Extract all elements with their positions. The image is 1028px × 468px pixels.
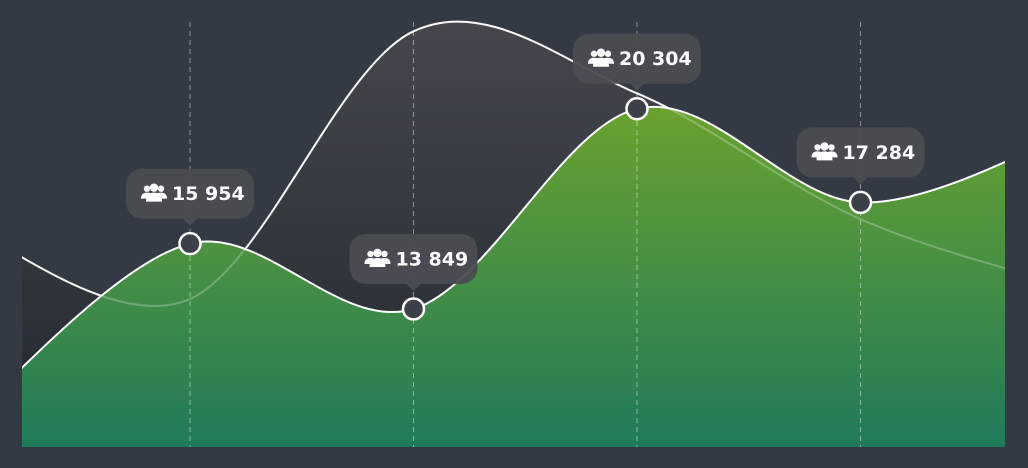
users-icon [588, 48, 614, 67]
area-fill [22, 106, 1005, 447]
icon-head [828, 144, 835, 151]
tooltip: 13 849 [349, 233, 478, 291]
icon-head [604, 50, 612, 57]
tooltip-pointer [630, 83, 644, 91]
icon-body [369, 257, 386, 267]
icon-body [816, 151, 833, 161]
icon-head [820, 142, 829, 151]
icon-head [590, 50, 598, 57]
icon-head [367, 250, 374, 258]
data-point [401, 297, 426, 321]
series-line-faded [22, 20, 1005, 307]
tooltip: 17 284 [796, 127, 925, 185]
icon-head [157, 185, 165, 192]
overlay: 15 954 13 849 20 304 17 284 [126, 33, 925, 321]
icon-head [143, 185, 151, 192]
value-label: 17 284 [843, 142, 916, 164]
tooltip-pointer [406, 283, 421, 291]
tooltip-box [349, 233, 478, 284]
tooltip-pointer [853, 177, 868, 185]
plot-area [22, 20, 1005, 447]
value-label: 13 849 [396, 248, 469, 270]
icon-head [373, 248, 382, 258]
series-line [22, 105, 1005, 370]
tooltip: 15 954 [126, 168, 254, 226]
tooltip-box [796, 127, 925, 178]
tooltip-pointer [183, 218, 197, 226]
value-label: 20 304 [619, 48, 692, 70]
value-label: 15 954 [172, 183, 245, 205]
icon-body [146, 192, 162, 202]
data-point [625, 96, 649, 121]
data-point [848, 190, 873, 215]
data-point [178, 231, 202, 256]
users-icon [364, 248, 391, 267]
tooltip-box [573, 33, 701, 84]
tooltip-box [126, 168, 254, 219]
users-icon [141, 183, 167, 202]
icon-head [381, 250, 388, 258]
users-icon [811, 142, 838, 161]
icon-body [593, 57, 609, 67]
icon-head [596, 48, 606, 57]
icon-head [149, 183, 159, 192]
icon-head [814, 144, 821, 151]
tooltip: 20 304 [573, 33, 701, 91]
